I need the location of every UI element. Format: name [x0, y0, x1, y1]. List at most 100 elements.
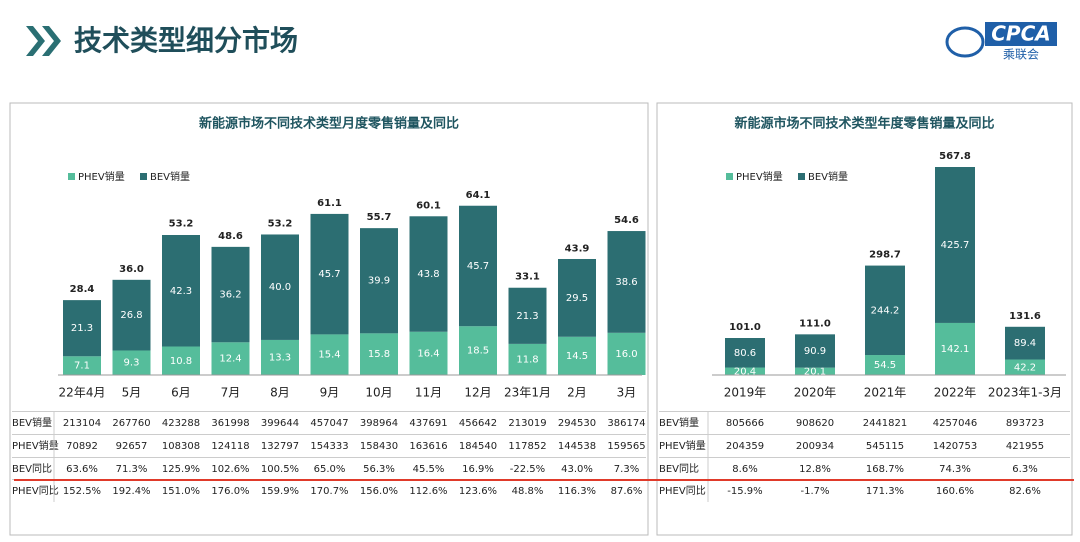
table-cell: 82.6%	[1009, 486, 1041, 497]
total-label: 28.4	[70, 284, 95, 295]
bar-segment	[558, 258, 596, 337]
legend-label: BEV销量	[808, 170, 848, 183]
table-cell: 125.9%	[162, 464, 200, 475]
segment-label: 13.3	[269, 352, 291, 363]
table-cell: 56.3%	[363, 464, 395, 475]
table-cell: 112.6%	[409, 486, 447, 497]
segment-label: 26.8	[120, 310, 142, 321]
row-label: BEV同比	[659, 463, 699, 475]
table-cell: 160.6%	[936, 486, 974, 497]
x-tick-label: 2021年	[864, 386, 907, 400]
table-cell: 176.0%	[211, 486, 249, 497]
bar-segment	[508, 287, 547, 344]
segment-label: 89.4	[1014, 338, 1036, 349]
bar-segment	[1005, 326, 1045, 360]
bar-segment	[112, 350, 151, 375]
table-cell: 361998	[211, 418, 249, 429]
table-cell: 456642	[459, 418, 497, 429]
table-cell: 45.5%	[413, 464, 445, 475]
bar-segment	[508, 343, 547, 375]
segment-label: 39.9	[368, 276, 390, 287]
bar-segment	[261, 234, 299, 340]
table-cell: 267760	[112, 418, 150, 429]
total-label: 298.7	[869, 250, 901, 261]
legend-swatch	[798, 173, 805, 180]
bar-segment	[63, 356, 101, 375]
total-label: 61.1	[317, 198, 342, 209]
x-tick-label: 2023年1-3月	[988, 386, 1062, 400]
table-cell: 168.7%	[866, 464, 904, 475]
bar-segment	[795, 367, 835, 375]
table-cell: 1420753	[933, 441, 978, 452]
segment-label: 16.4	[417, 348, 439, 359]
table-cell: 48.8%	[512, 486, 544, 497]
table-cell: 163616	[409, 441, 447, 452]
table-cell: -22.5%	[510, 464, 545, 475]
table-cell: -15.9%	[727, 486, 762, 497]
table-cell: 12.8%	[799, 464, 831, 475]
table-cell: 423288	[162, 418, 200, 429]
table-cell: 8.6%	[732, 464, 757, 475]
table-cell: 71.3%	[116, 464, 148, 475]
table-cell: 63.6%	[66, 464, 98, 475]
table-cell: 123.6%	[459, 486, 497, 497]
segment-label: 18.5	[467, 346, 489, 357]
segment-label: 12.4	[219, 354, 241, 365]
logo-icon	[945, 26, 985, 58]
segment-label: 45.7	[318, 269, 340, 280]
bar-segment	[795, 334, 835, 368]
row-label: PHEV同比	[659, 485, 706, 497]
legend-label: PHEV销量	[736, 170, 783, 183]
total-label: 48.6	[218, 231, 243, 242]
table-cell: 908620	[796, 418, 834, 429]
x-tick-label: 23年1月	[504, 386, 551, 400]
bar-segment	[865, 265, 905, 356]
table-cell: 204359	[726, 441, 764, 452]
charts: 新能源市场不同技术类型月度零售销量及同比 PHEV销量 BEV销量 7.1 21.3 28…	[12, 116, 1074, 502]
bar-segment	[211, 342, 250, 375]
table-cell: 65.0%	[314, 464, 346, 475]
chevrons	[26, 26, 61, 56]
legend-label: BEV销量	[150, 170, 190, 183]
table-cell: 386174	[607, 418, 645, 429]
table-cell: 213104	[63, 418, 101, 429]
bar-segment	[725, 338, 765, 368]
x-tick-label: 2月	[567, 386, 587, 400]
table-cell: 421955	[1006, 441, 1044, 452]
bar-segment	[360, 333, 398, 375]
segment-label: 15.8	[368, 349, 390, 360]
bar-segment	[459, 205, 497, 327]
table-cell: 213019	[508, 418, 546, 429]
table-cell: 159565	[607, 441, 645, 452]
logo-text: CPCA	[991, 22, 1051, 46]
table-cell: 184540	[459, 441, 497, 452]
table-cell: 399644	[261, 418, 299, 429]
segment-label: 10.8	[170, 356, 192, 367]
segment-label: 142.1	[941, 344, 970, 355]
segment-label: 20.4	[734, 366, 756, 377]
bar-segment	[607, 231, 646, 333]
total-label: 36.0	[119, 264, 144, 275]
x-tick-label: 2020年	[794, 386, 837, 400]
table-cell: 156.0%	[360, 486, 398, 497]
segment-label: 21.3	[516, 311, 538, 322]
table-cell: 7.3%	[614, 464, 639, 475]
bar-segment	[935, 167, 975, 323]
bar-segment	[310, 213, 349, 335]
x-tick-label: 7月	[221, 386, 241, 400]
panel-left	[9, 102, 649, 536]
segment-label: 7.1	[74, 361, 90, 372]
table-cell: 92657	[116, 441, 148, 452]
segment-label: 244.2	[871, 305, 900, 316]
table-cell: 159.9%	[261, 486, 299, 497]
bar-segment	[607, 332, 646, 375]
bar-segment	[211, 246, 250, 343]
total-label: 131.6	[1009, 311, 1041, 322]
bar-segment	[1005, 359, 1045, 375]
x-tick-label: 22年4月	[59, 386, 106, 400]
x-tick-label: 8月	[270, 386, 290, 400]
total-label: 567.8	[939, 151, 971, 162]
row-label: BEV销量	[659, 416, 699, 429]
segment-label: 21.3	[71, 323, 93, 334]
segment-label: 42.3	[170, 286, 192, 297]
